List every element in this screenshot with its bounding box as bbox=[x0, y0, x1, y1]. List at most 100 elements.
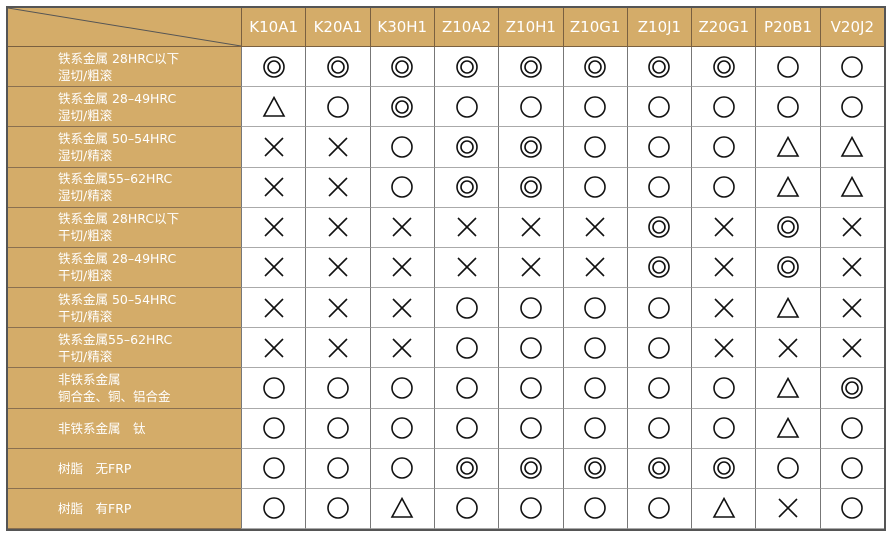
cross-icon bbox=[714, 338, 734, 358]
rating-cell bbox=[562, 127, 627, 168]
double-circle-icon bbox=[777, 256, 799, 279]
cross-icon bbox=[714, 257, 734, 277]
cross-icon bbox=[842, 298, 862, 318]
circle-icon bbox=[520, 95, 542, 118]
row-label: 铁系金属 50–54HRC 干切/精滚 bbox=[8, 288, 241, 329]
rating-cell bbox=[241, 288, 306, 329]
row-label: 非铁系金属 铜合金、铜、铝合金 bbox=[8, 368, 241, 409]
cross-icon bbox=[264, 338, 284, 358]
double-circle-icon bbox=[777, 216, 799, 239]
rating-cell bbox=[755, 127, 820, 168]
cross-icon bbox=[456, 257, 477, 277]
circle-icon bbox=[584, 296, 606, 319]
row-label: 铁系金属 28HRC以下 干切/粗滚 bbox=[8, 207, 241, 248]
rating-cell bbox=[691, 488, 756, 529]
rating-cell bbox=[755, 207, 820, 248]
circle-icon bbox=[584, 336, 606, 359]
double-circle-icon bbox=[455, 55, 478, 78]
rating-cell bbox=[498, 87, 563, 128]
cross-icon bbox=[778, 498, 798, 518]
circle-icon bbox=[712, 176, 735, 198]
circle-icon bbox=[327, 497, 349, 520]
rating-cell bbox=[626, 127, 692, 168]
double-circle-icon bbox=[648, 457, 671, 480]
rating-cell bbox=[305, 167, 370, 208]
rating-cell bbox=[305, 87, 370, 128]
cross-icon bbox=[392, 217, 412, 237]
cross-icon bbox=[264, 217, 284, 237]
cross-icon bbox=[521, 257, 541, 277]
cross-icon bbox=[778, 338, 798, 358]
rating-cell bbox=[433, 247, 499, 288]
circle-icon bbox=[841, 417, 864, 439]
circle-icon bbox=[391, 176, 414, 198]
rating-cell bbox=[691, 127, 756, 168]
triangle-icon bbox=[776, 175, 800, 197]
cross-icon bbox=[714, 298, 734, 318]
row-label: 铁系金属 28–49HRC 干切/粗滚 bbox=[8, 247, 241, 288]
rating-cell bbox=[562, 408, 627, 449]
column-header: K20A1 bbox=[305, 8, 370, 47]
circle-icon bbox=[455, 377, 478, 399]
rating-cell bbox=[691, 408, 756, 449]
row-label-line2: 铜合金、铜、铝合金 bbox=[58, 388, 171, 404]
rating-cell bbox=[819, 167, 884, 208]
cross-icon bbox=[264, 298, 284, 318]
rating-cell bbox=[498, 47, 563, 88]
circle-icon bbox=[391, 457, 414, 480]
row-label: 铁系金属55–62HRC 湿切/精滚 bbox=[8, 167, 241, 208]
rating-cell bbox=[626, 87, 692, 128]
row-label-line1: 非铁系金属 bbox=[58, 371, 121, 387]
column-header: K30H1 bbox=[369, 8, 434, 47]
rating-cell bbox=[755, 368, 820, 409]
cross-icon bbox=[328, 217, 348, 237]
circle-icon bbox=[455, 296, 478, 319]
rating-cell bbox=[369, 368, 434, 409]
double-circle-icon bbox=[327, 55, 349, 78]
rating-cell bbox=[241, 127, 306, 168]
circle-icon bbox=[520, 336, 542, 359]
circle-icon bbox=[584, 136, 606, 158]
triangle-icon bbox=[262, 95, 285, 117]
triangle-icon bbox=[776, 376, 800, 398]
rating-cell bbox=[369, 247, 434, 288]
double-circle-icon bbox=[455, 176, 478, 198]
circle-icon bbox=[262, 497, 285, 520]
circle-icon bbox=[777, 55, 799, 78]
circle-icon bbox=[584, 95, 606, 118]
cross-icon bbox=[521, 217, 541, 237]
circle-icon bbox=[584, 497, 606, 520]
rating-cell bbox=[691, 328, 756, 369]
row-label: 树脂 有FRP bbox=[8, 488, 241, 529]
rating-cell bbox=[819, 247, 884, 288]
rating-cell bbox=[691, 207, 756, 248]
row-label-line2: 湿切/粗滚 bbox=[58, 67, 113, 83]
rating-cell bbox=[562, 167, 627, 208]
cross-icon bbox=[264, 177, 284, 197]
rating-cell bbox=[305, 448, 370, 489]
rating-cell bbox=[562, 488, 627, 529]
rating-cell bbox=[498, 488, 563, 529]
row-label: 铁系金属 50–54HRC 湿切/精滚 bbox=[8, 127, 241, 168]
circle-icon bbox=[777, 457, 799, 480]
circle-icon bbox=[841, 55, 864, 78]
rating-cell bbox=[433, 167, 499, 208]
rating-cell bbox=[691, 368, 756, 409]
row-label: 铁系金属 28–49HRC 湿切/粗滚 bbox=[8, 87, 241, 128]
circle-icon bbox=[262, 457, 285, 480]
circle-icon bbox=[455, 336, 478, 359]
rating-cell bbox=[305, 368, 370, 409]
row-label-line1: 树脂 无FRP bbox=[58, 460, 132, 476]
triangle-icon bbox=[712, 497, 736, 519]
double-circle-icon bbox=[391, 95, 414, 118]
rating-cell bbox=[562, 87, 627, 128]
circle-icon bbox=[262, 377, 285, 399]
rating-cell bbox=[626, 47, 692, 88]
rating-cell bbox=[369, 127, 434, 168]
cross-icon bbox=[264, 257, 284, 277]
row-label-line1: 铁系金属 50–54HRC bbox=[58, 130, 177, 146]
double-circle-icon bbox=[520, 136, 542, 158]
circle-icon bbox=[712, 377, 735, 399]
circle-icon bbox=[648, 336, 671, 359]
row-label-line2: 干切/精滚 bbox=[58, 348, 113, 364]
